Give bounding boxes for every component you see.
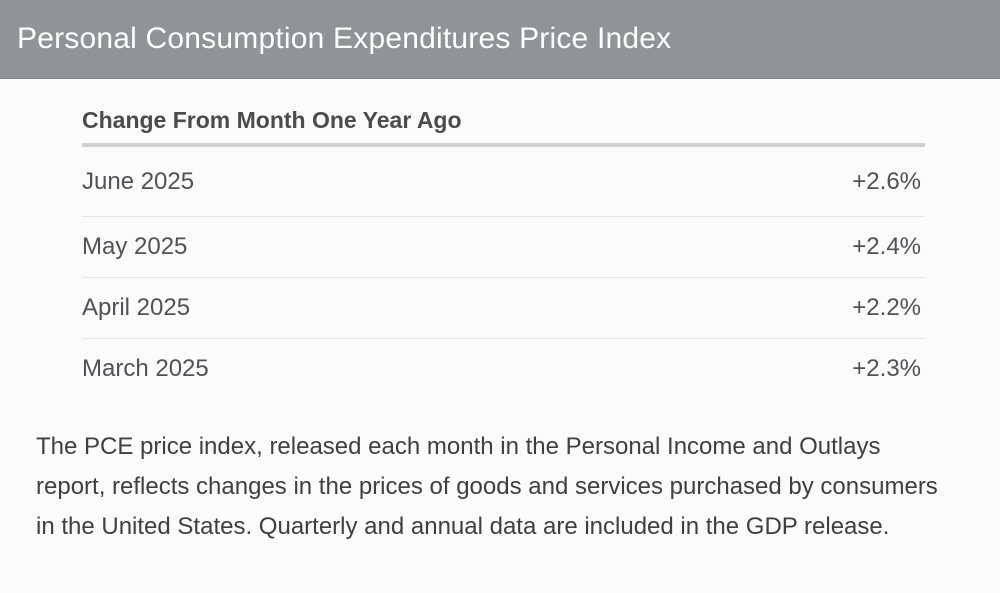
widget-body: Change From Month One Year Ago June 2025… — [0, 79, 1000, 547]
table-heading: Change From Month One Year Ago — [82, 107, 925, 147]
row-month-label: May 2025 — [82, 233, 188, 260]
data-table: Change From Month One Year Ago June 2025… — [82, 79, 925, 399]
row-value: +2.6% — [852, 167, 921, 195]
row-month-label: March 2025 — [82, 355, 209, 382]
table-row: April 2025 +2.2% — [82, 278, 925, 339]
widget-header: Personal Consumption Expenditures Price … — [0, 0, 1000, 79]
widget-title: Personal Consumption Expenditures Price … — [17, 22, 672, 55]
table-rows: June 2025 +2.6% May 2025 +2.4% April 2025 +2.… — [82, 147, 925, 399]
table-row: March 2025 +2.3% — [82, 339, 925, 399]
row-value: +2.4% — [852, 233, 921, 260]
row-month-label: June 2025 — [82, 167, 195, 195]
row-month-label: April 2025 — [82, 294, 191, 321]
row-value: +2.3% — [852, 355, 921, 382]
table-row: May 2025 +2.4% — [82, 217, 925, 278]
row-value: +2.2% — [852, 294, 921, 321]
description-text: The PCE price index, released each month… — [36, 433, 938, 540]
table-row: June 2025 +2.6% — [82, 147, 925, 217]
